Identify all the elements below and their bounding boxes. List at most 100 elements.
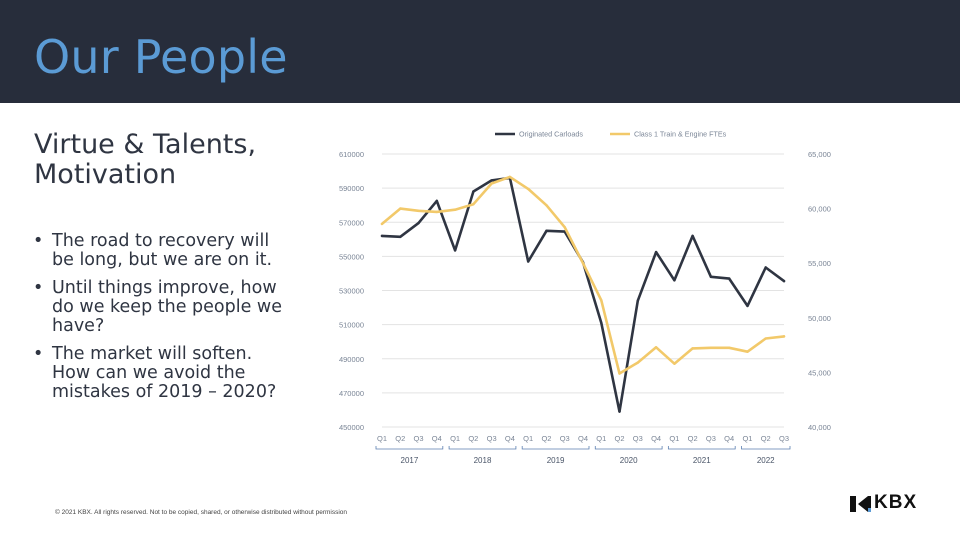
data-point	[691, 347, 694, 350]
x-axis-quarter-label: Q3	[633, 434, 643, 443]
x-axis-quarter-label: Q1	[669, 434, 679, 443]
bullet-dot: •	[33, 231, 44, 251]
right-axis-tick-label: 65,000	[808, 150, 831, 159]
data-point	[453, 208, 457, 211]
x-axis-quarter-label: Q2	[761, 434, 771, 443]
header-bar: Our People	[0, 0, 960, 103]
left-axis-tick-label: 490000	[339, 355, 364, 364]
right-axis-tick-label: 60,000	[808, 205, 831, 214]
bullet-text: The market will soften. How can we avoid…	[52, 344, 277, 402]
data-point	[727, 277, 731, 280]
data-point	[435, 210, 439, 214]
left-axis-tick-label: 470000	[339, 389, 364, 398]
legend-label: Class 1 Train & Engine FTEs	[634, 130, 727, 139]
x-axis-quarter-label: Q4	[505, 434, 515, 443]
data-point	[600, 299, 603, 302]
kbx-logo-text: KBX	[874, 492, 918, 513]
page-title: Our People	[34, 30, 288, 84]
year-bracket	[594, 446, 663, 450]
x-axis-quarter-label: Q4	[432, 434, 442, 443]
data-point	[545, 229, 548, 232]
data-point	[545, 204, 548, 207]
x-axis-quarter-label: Q3	[779, 434, 789, 443]
subtitle-line-1: Virtue & Talents,	[34, 129, 257, 160]
x-axis-year-label: 2020	[620, 456, 638, 465]
data-point	[490, 179, 493, 182]
data-point	[526, 260, 530, 263]
x-axis-quarter-label: Q2	[541, 434, 551, 443]
x-axis-quarter-label: Q3	[487, 434, 497, 443]
data-point	[508, 175, 512, 179]
data-point	[618, 372, 621, 375]
x-axis-quarter-label: Q2	[395, 434, 405, 443]
line-chart: 450000 470000 490000 510000 530000 550000 5700…	[339, 130, 831, 466]
bullet-item: • The market will soften. How can we avoi…	[30, 345, 290, 402]
data-point	[636, 299, 640, 302]
data-point	[380, 234, 384, 238]
left-axis-tick-label: 510000	[339, 321, 364, 330]
data-point	[691, 234, 694, 238]
data-point	[746, 350, 749, 353]
data-point	[654, 346, 658, 349]
x-axis-quarter-label: Q4	[578, 434, 588, 443]
x-axis-year-label: 2021	[693, 456, 711, 465]
left-axis-tick-label: 530000	[339, 287, 364, 296]
data-point	[709, 275, 713, 279]
x-axis-quarter-label: Q3	[414, 434, 424, 443]
kbx-mark-icon	[850, 496, 871, 512]
year-bracket	[521, 446, 590, 450]
data-point	[709, 346, 713, 350]
year-bracket	[448, 446, 517, 450]
left-axis-tick-label: 450000	[339, 423, 364, 432]
data-point	[399, 207, 402, 210]
copyright-footer: © 2021 KBX. All rights reserved. Not to …	[55, 509, 348, 516]
right-axis-tick-label: 45,000	[808, 368, 831, 377]
x-axis-year-label: 2017	[401, 456, 419, 465]
left-axis-tick-label: 570000	[339, 218, 364, 227]
bullet-text: Until things improve, how do we keep the…	[52, 278, 282, 336]
data-point	[782, 335, 786, 338]
x-axis-quarter-label: Q2	[615, 434, 625, 443]
x-axis-year-label: 2018	[474, 456, 492, 465]
x-axis-quarter-label: Q3	[560, 434, 570, 443]
data-point	[618, 410, 621, 413]
data-point	[600, 321, 603, 325]
series-line-fte	[380, 175, 786, 375]
year-bracket	[667, 446, 736, 450]
x-axis-quarter-label: Q1	[742, 434, 752, 443]
data-point	[673, 362, 676, 365]
x-axis-quarter-label: Q1	[377, 434, 387, 443]
legend-label: Originated Carloads	[519, 130, 583, 139]
x-axis-quarter-label: Q2	[468, 434, 478, 443]
data-point	[654, 250, 658, 254]
data-point	[453, 249, 457, 252]
data-point	[435, 199, 439, 203]
data-point	[472, 203, 475, 206]
data-point	[764, 337, 767, 340]
x-axis-quarter-label: Q4	[724, 434, 734, 443]
data-point	[636, 361, 640, 364]
bullet-dot: •	[33, 344, 44, 364]
data-point	[472, 190, 475, 193]
bullet-list: • The road to recovery will be long, but …	[30, 232, 290, 411]
bullet-item: • Until things improve, how do we keep th…	[30, 279, 290, 336]
subtitle-line-2: Motivation	[34, 159, 177, 190]
data-point	[673, 279, 676, 282]
x-axis-quarter-label: Q3	[706, 434, 716, 443]
x-axis-quarter-label: Q1	[523, 434, 533, 443]
data-point	[490, 182, 493, 185]
series-line-carloads	[380, 176, 786, 413]
x-axis-year-label: 2022	[757, 456, 775, 465]
data-point	[526, 187, 530, 191]
data-point	[746, 304, 749, 308]
right-axis-tick-label: 55,000	[808, 259, 831, 268]
data-point	[563, 225, 566, 229]
left-axis-tick-label: 590000	[339, 184, 364, 193]
data-point	[399, 235, 402, 238]
right-axis-tick-label: 50,000	[808, 314, 831, 323]
data-point	[727, 346, 731, 350]
section-subtitle: Virtue & Talents, Motivation	[34, 130, 304, 190]
year-bracket	[741, 446, 791, 450]
x-axis-quarter-label: Q2	[688, 434, 698, 443]
year-bracket	[375, 446, 444, 450]
